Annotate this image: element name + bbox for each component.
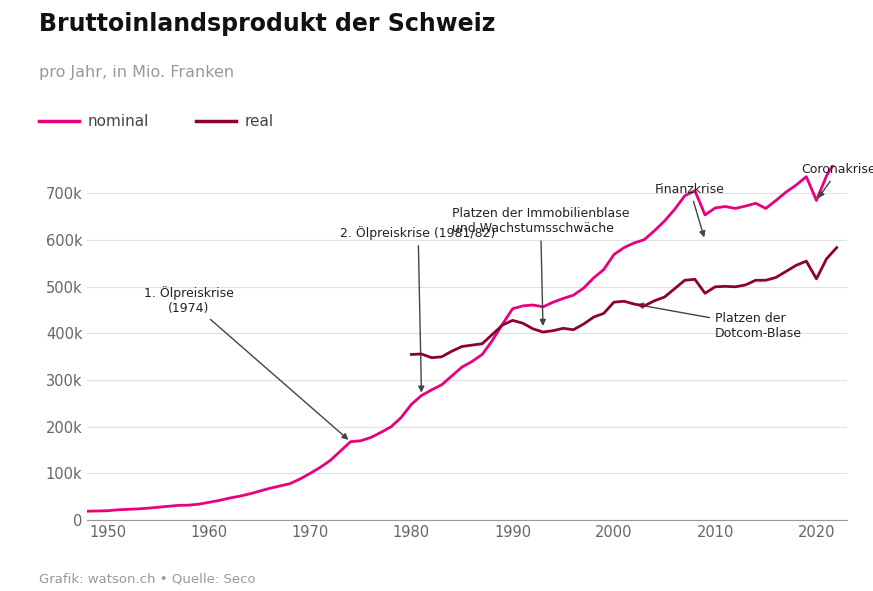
Text: nominal: nominal (87, 113, 148, 129)
Text: real: real (244, 113, 273, 129)
Text: Bruttoinlandsprodukt der Schweiz: Bruttoinlandsprodukt der Schweiz (39, 12, 496, 36)
Text: Grafik: watson.ch • Quelle: Seco: Grafik: watson.ch • Quelle: Seco (39, 572, 256, 585)
Text: Platzen der
Dotcom-Blase: Platzen der Dotcom-Blase (638, 303, 802, 340)
Text: Coronakrise: Coronakrise (801, 163, 873, 197)
Text: Finanzkrise: Finanzkrise (655, 183, 725, 236)
Text: 1. Ölpreiskrise
(1974): 1. Ölpreiskrise (1974) (144, 286, 347, 439)
Text: 2. Ölpreiskrise (1981/82): 2. Ölpreiskrise (1981/82) (340, 226, 496, 391)
Text: pro Jahr, in Mio. Franken: pro Jahr, in Mio. Franken (39, 65, 235, 80)
Text: Platzen der Immobilienblase
und Wachstumsschwäche: Platzen der Immobilienblase und Wachstum… (452, 207, 629, 324)
